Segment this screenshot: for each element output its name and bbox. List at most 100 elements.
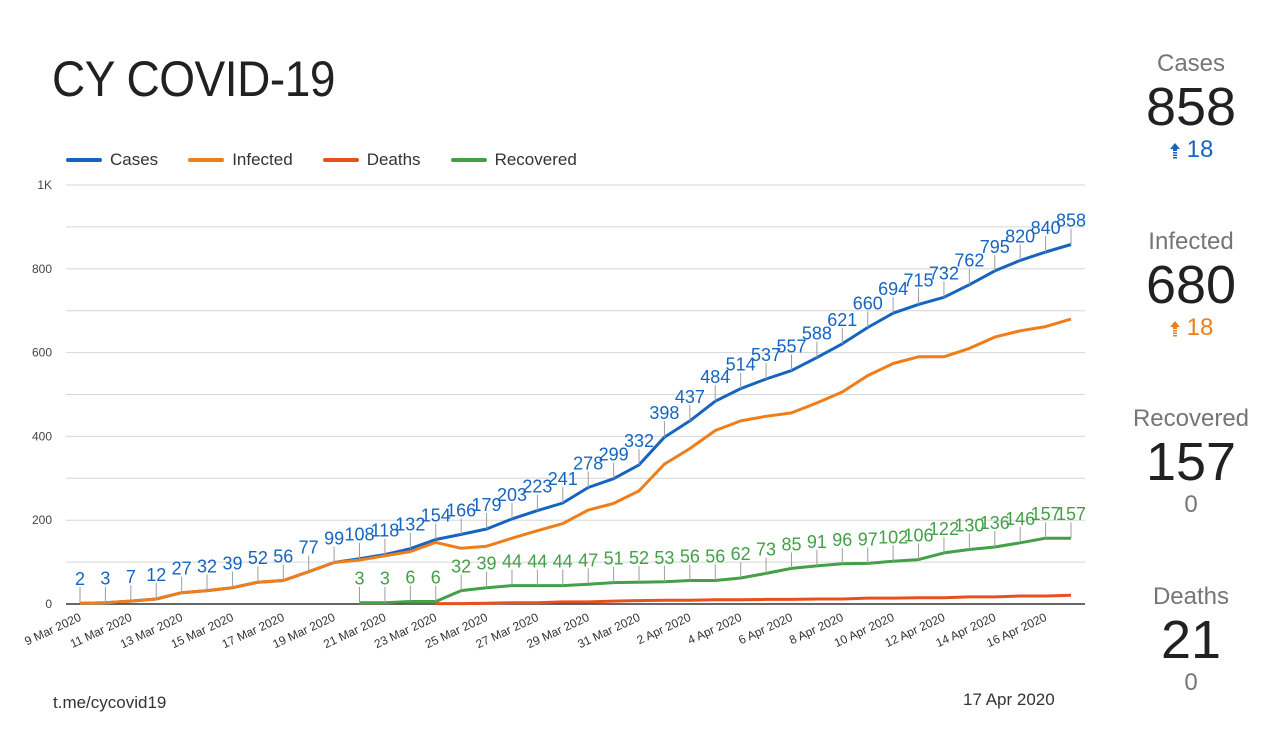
data-label-cases: 2	[75, 569, 85, 589]
data-label-recovered: 106	[904, 526, 934, 546]
data-label-cases: 514	[726, 355, 756, 375]
data-label-cases: 7	[126, 567, 136, 587]
data-label-recovered: 39	[477, 554, 497, 574]
chart-legend: Cases Infected Deaths Recovered	[66, 150, 577, 170]
kpi-delta: 0	[1110, 491, 1272, 519]
data-label-cases: 299	[599, 445, 629, 465]
source-link[interactable]: t.me/cycovid19	[53, 693, 167, 712]
data-label-recovered: 51	[604, 549, 624, 569]
data-label-cases: 858	[1056, 210, 1086, 230]
kpi-recovered: Recovered 157 0	[1110, 405, 1272, 519]
legend-label-deaths: Deaths	[366, 150, 421, 169]
legend-label-recovered: Recovered	[494, 150, 577, 169]
data-label-recovered: 146	[1005, 509, 1035, 529]
data-label-recovered: 44	[553, 552, 573, 572]
data-label-recovered: 6	[431, 567, 441, 587]
data-label-cases: 715	[904, 270, 934, 290]
data-label-cases: 795	[980, 237, 1010, 257]
y-tick-label: 600	[32, 346, 52, 360]
kpi-delta-value: 18	[1186, 136, 1214, 163]
legend-swatch-recovered	[450, 158, 487, 162]
data-label-cases: 32	[197, 557, 217, 577]
data-label-recovered: 47	[578, 550, 598, 570]
legend-item-deaths[interactable]: Deaths	[322, 150, 421, 170]
arrow-up-icon	[1169, 141, 1181, 159]
kpi-value: 21	[1160, 610, 1222, 670]
series-line-deaths	[435, 593, 1072, 606]
kpi-label: Deaths	[1152, 583, 1230, 610]
kpi-infected: Infected 680 18	[1110, 228, 1272, 342]
gridlines	[66, 184, 1085, 605]
legend-item-cases[interactable]: Cases	[66, 150, 158, 170]
data-label-recovered: 97	[858, 529, 878, 549]
kpi-delta-value: 18	[1186, 314, 1214, 341]
data-label-cases: 223	[522, 477, 552, 497]
data-label-recovered: 73	[756, 539, 776, 559]
x-tick-label: 2 Apr 2020	[635, 610, 694, 647]
data-label-recovered: 85	[781, 534, 801, 554]
x-tick-label: 4 Apr 2020	[685, 610, 744, 647]
series-line-infected	[79, 317, 1072, 605]
report-date: 17 Apr 2020	[963, 690, 1055, 709]
data-label-recovered: 56	[680, 547, 700, 567]
legend-swatch-deaths	[322, 158, 359, 162]
data-label-cases: 154	[421, 505, 451, 525]
data-label-cases: 484	[700, 367, 730, 387]
data-label-recovered: 32	[451, 557, 471, 577]
kpi-delta-value: 0	[1184, 669, 1198, 696]
kpi-value: 157	[1145, 432, 1237, 492]
data-label-recovered: 157	[1031, 504, 1061, 524]
kpi-value: 680	[1145, 255, 1237, 315]
data-label-recovered: 91	[807, 532, 827, 552]
legend-label-infected: Infected	[232, 150, 293, 169]
data-label-recovered: 96	[832, 530, 852, 550]
kpi-delta: 0	[1110, 669, 1272, 697]
data-label-recovered: 102	[878, 527, 908, 547]
legend-item-recovered[interactable]: Recovered	[450, 150, 577, 170]
data-label-cases: 762	[954, 251, 984, 271]
y-tick-label: 1K	[37, 178, 52, 192]
legend-label-cases: Cases	[110, 150, 159, 169]
data-label-cases: 840	[1031, 218, 1061, 238]
data-label-cases: 132	[395, 515, 425, 535]
data-label-cases: 820	[1005, 226, 1035, 246]
data-label-cases: 732	[929, 263, 959, 283]
data-label-cases: 77	[299, 538, 319, 558]
data-labels: 2 3 7 12 27 32 39 52 56 77 99 108118132154166179203…	[75, 210, 1086, 604]
kpi-label: Cases	[1156, 50, 1226, 77]
data-label-cases: 332	[624, 431, 654, 451]
kpi-value: 858	[1145, 77, 1237, 137]
y-tick-label: 400	[32, 429, 52, 443]
data-label-cases: 557	[776, 337, 806, 357]
data-label-cases: 203	[497, 485, 527, 505]
y-axis-ticks: 0 200 400 600 800 1K	[32, 178, 52, 611]
data-label-cases: 39	[222, 554, 242, 574]
data-label-recovered: 56	[705, 547, 725, 567]
data-label-cases: 537	[751, 345, 781, 365]
data-label-recovered: 6	[405, 567, 415, 587]
page-title: CY COVID-19	[52, 51, 335, 107]
data-label-cases: 12	[146, 565, 166, 585]
kpi-label: Recovered	[1132, 405, 1250, 432]
data-label-recovered: 157	[1056, 504, 1086, 524]
y-tick-label: 0	[45, 597, 52, 611]
legend-item-infected[interactable]: Infected	[188, 150, 293, 170]
data-label-cases: 3	[100, 569, 110, 589]
data-label-cases: 660	[853, 293, 883, 313]
data-label-cases: 166	[446, 500, 476, 520]
data-label-recovered: 62	[731, 544, 751, 564]
data-label-recovered: 52	[629, 548, 649, 568]
data-label-cases: 694	[878, 279, 908, 299]
series-lines	[79, 243, 1072, 606]
series-line-cases	[79, 243, 1072, 605]
kpi-label: Infected	[1148, 228, 1234, 255]
data-label-cases: 398	[649, 403, 679, 423]
data-label-cases: 118	[371, 521, 400, 541]
kpi-deaths: Deaths 21 0	[1110, 583, 1272, 697]
data-label-cases: 108	[344, 525, 374, 545]
x-tick-label: 6 Apr 2020	[736, 610, 795, 647]
data-label-cases: 27	[172, 559, 192, 579]
y-tick-label: 800	[32, 262, 52, 276]
data-label-cases: 437	[675, 387, 705, 407]
